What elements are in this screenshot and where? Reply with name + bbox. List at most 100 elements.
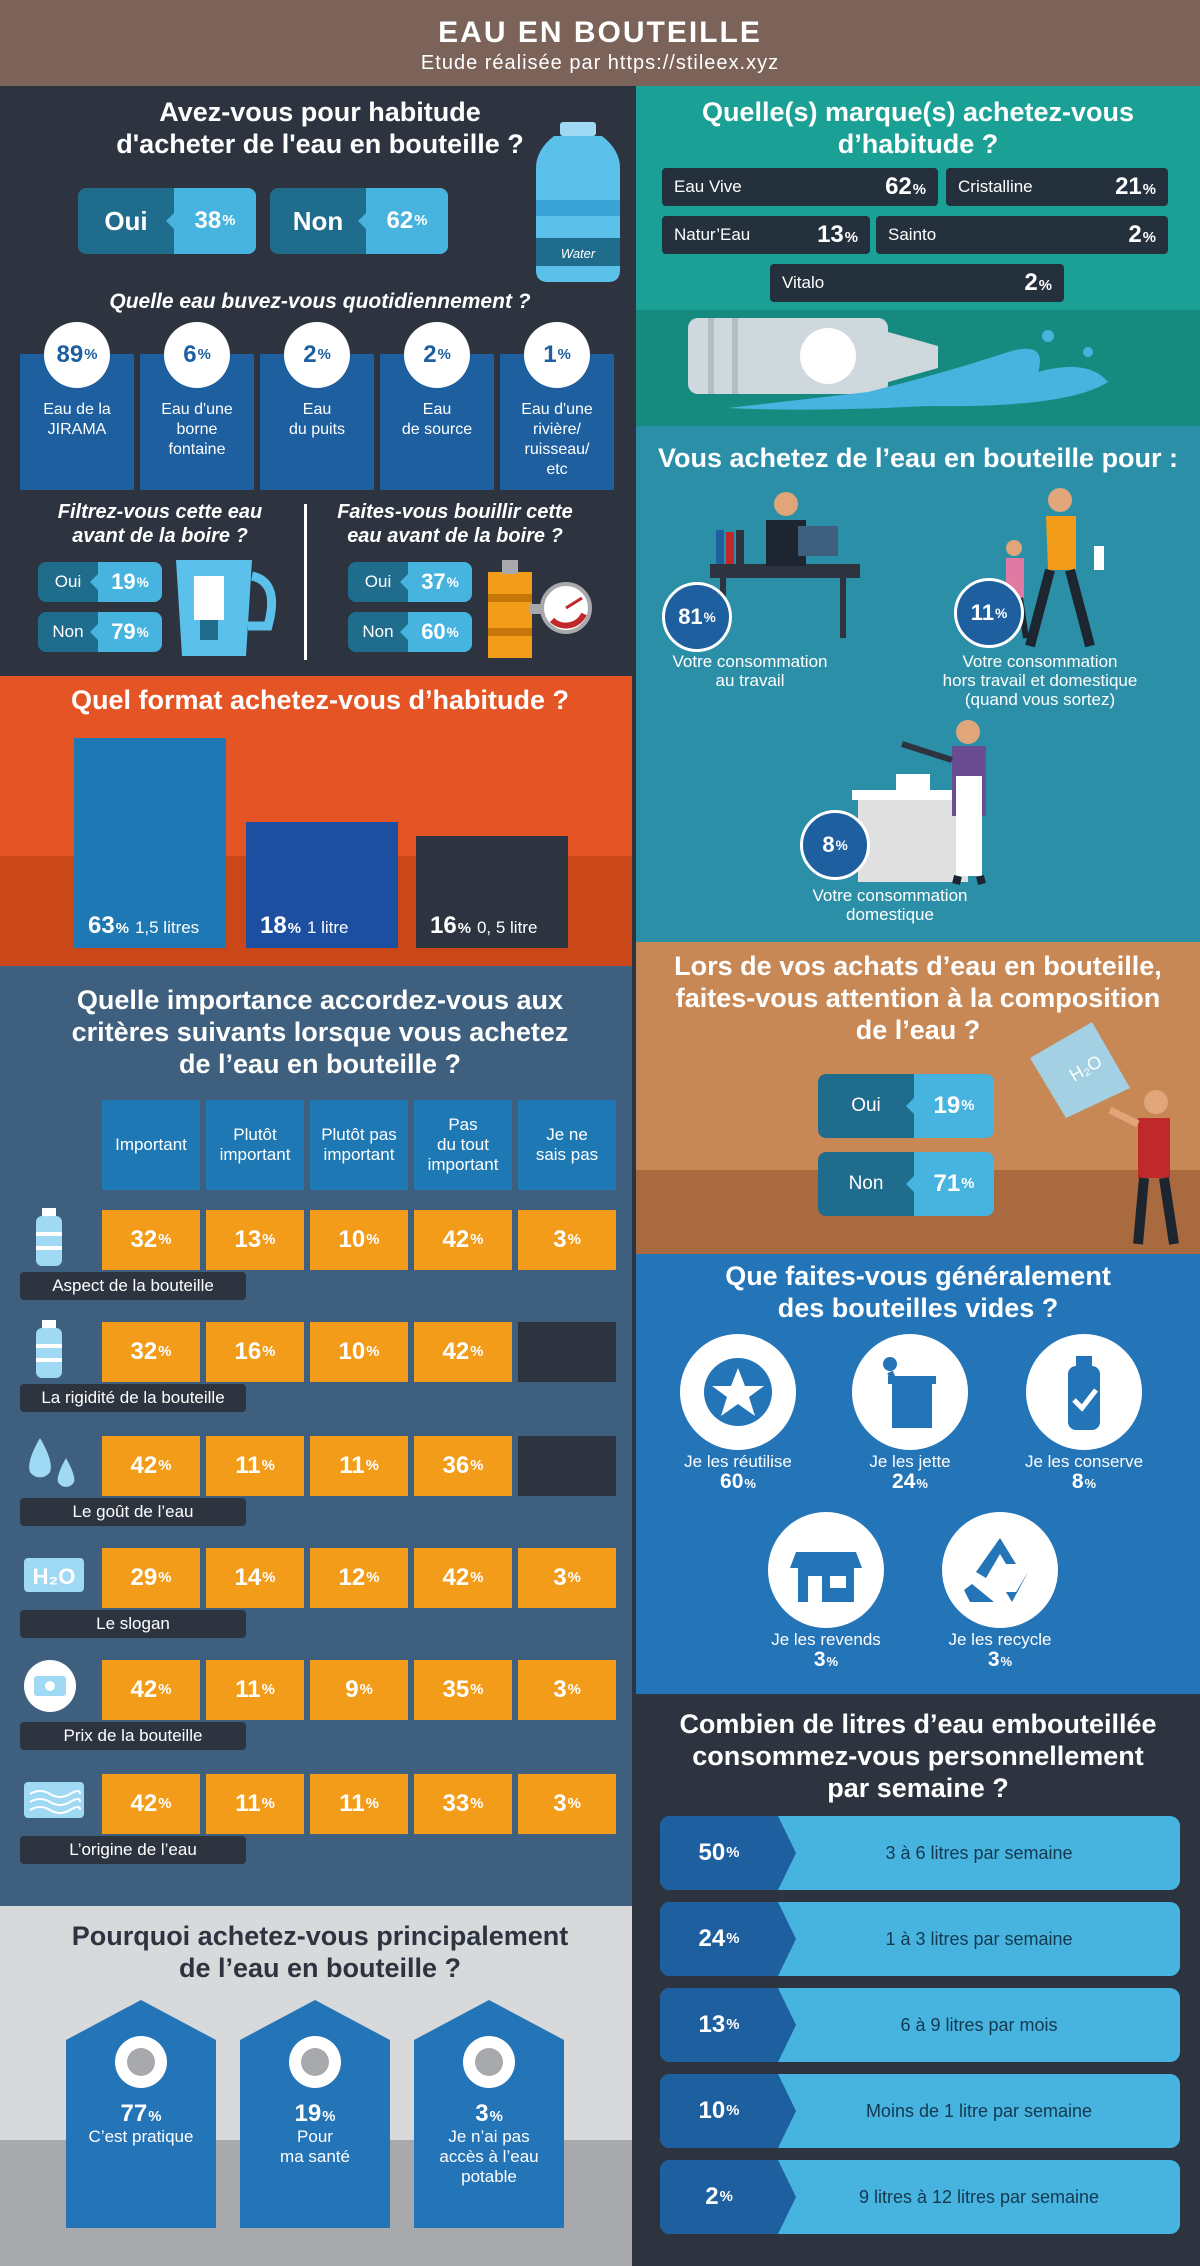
criteria-col-header: Important [102, 1100, 200, 1190]
liters-title: Combien de litres d’eau embouteillée cons… [679, 1709, 1157, 1803]
cook-icon [852, 720, 986, 885]
empty-bottles-section [636, 1254, 1200, 1694]
why-label: 77% C’est pratique [88, 2100, 194, 2147]
reuse-icon [680, 1334, 796, 1450]
brand-item: Eau Vive 62% [662, 168, 938, 206]
criteria-cell: 11% [310, 1436, 408, 1496]
man-drinking-icon: H₂O [1030, 1022, 1179, 1245]
criteria-cell: 42% [414, 1322, 512, 1382]
recycle-icon [942, 1512, 1058, 1628]
criteria-row-label: Aspect de la bouteille [20, 1272, 246, 1300]
trash-icon [852, 1334, 968, 1450]
criteria-cell: 11% [206, 1436, 304, 1496]
liters-row: 24% 1 à 3 litres par semaine [660, 1902, 1180, 1976]
criteria-cell: 9% [310, 1660, 408, 1720]
format-bar-label: 16% 0, 5 litre [430, 912, 538, 939]
daily-title: Quelle eau buvez-vous quotidiennement ? [109, 290, 531, 313]
purpose-title: Vous achetez de l’eau en bouteille pour … [657, 443, 1179, 473]
purpose-pct: 11% [954, 578, 1024, 648]
spilled-bottle-icon [688, 318, 1108, 410]
brand-item: Sainto 2% [876, 216, 1168, 254]
daily-label: Eau d'une rivière/ruisseau/etc [521, 401, 593, 478]
brand-item: Vitalo 2% [770, 264, 1064, 302]
shop-icon [768, 1512, 884, 1628]
why-label: 19% Pour ma santé [280, 2100, 350, 2167]
daily-label: Eau du puits [288, 401, 346, 438]
format-title: Quel format achetez-vous d’habitude ? [70, 685, 570, 715]
liters-label: 3 à 6 litres par semaine [885, 1842, 1073, 1863]
liters-row: 10% Moins de 1 litre par semaine [660, 2074, 1180, 2148]
liters-row: 13% 6 à 9 litres par mois [660, 1988, 1180, 2062]
empty-label: Je les réutilise 60% [684, 1452, 792, 1493]
why-label: 3% Je n’ai pas accès à l’eau potable [439, 2100, 539, 2187]
boil-yes: Oui 37% [348, 562, 472, 602]
composition-yes: Oui 19% [818, 1074, 994, 1138]
brand-item: Cristalline 21% [946, 168, 1168, 206]
why-item: 19% Pour ma santé [240, 2000, 390, 2228]
criteria-cell: 35% [414, 1660, 512, 1720]
criteria-col-header: Plutôt important [206, 1100, 304, 1190]
bottle-icon [22, 1318, 80, 1378]
liters-pct: 10% [660, 2074, 796, 2148]
boil-title: Faites-vous bouillir cette eau avant de l… [337, 501, 573, 547]
boil-no: Non 60% [348, 612, 472, 652]
liters-pct: 24% [660, 1902, 796, 1976]
criteria-cell [518, 1322, 616, 1382]
filter-title: Filtrez-vous cette eau avant de la boire … [57, 501, 263, 547]
criteria-row-label: Prix de la bouteille [20, 1722, 246, 1750]
criteria-title: Quelle importance accordez-vous aux critè… [71, 985, 569, 1079]
criteria-cell: 33% [414, 1774, 512, 1834]
page-subtitle: Etude réalisée par https://stileex.xyz [420, 52, 780, 74]
criteria-cell: 11% [310, 1774, 408, 1834]
empty-label: Je les revends 3% [771, 1630, 881, 1671]
liters-label: 6 à 9 litres par mois [900, 2014, 1058, 2035]
water-jug-icon: Water [536, 122, 620, 282]
liters-row: 2% 9 litres à 12 litres par semaine [660, 2160, 1180, 2234]
daily-pct: 1% [524, 322, 590, 388]
daily-pct: 2% [404, 322, 470, 388]
boiler-gauge-icon [488, 560, 592, 658]
criteria-cell: 11% [206, 1774, 304, 1834]
format-bar [74, 738, 226, 948]
criteria-cell: 32% [102, 1210, 200, 1270]
criteria-cell: 12% [310, 1548, 408, 1608]
criteria-row-label: L’origine de l’eau [20, 1836, 246, 1864]
empty-label: Je les jette 24% [869, 1452, 951, 1493]
liters-pct: 13% [660, 1988, 796, 2062]
why-item: 77% C’est pratique [66, 2000, 216, 2228]
liters-row: 50% 3 à 6 litres par semaine [660, 1816, 1180, 1890]
habit-title: Avez-vous pour habitude d'acheter de l'ea… [116, 97, 524, 159]
criteria-col-header: Je ne sais pas [518, 1100, 616, 1190]
liters-label: 1 à 3 litres par semaine [885, 1928, 1073, 1949]
criteria-cell: 42% [102, 1774, 200, 1834]
brand-item: Natur’Eau 13% [662, 216, 870, 254]
waves-icon [22, 1770, 84, 1828]
criteria-row-label: Le slogan [20, 1610, 246, 1638]
brands-title: Quelle(s) marque(s) achetez-vous d’habitu… [701, 97, 1135, 159]
habit-no: Non 62% [270, 188, 448, 254]
filter-no: Non 79% [38, 612, 162, 652]
svg-text:H₂O: H₂O [33, 1564, 76, 1589]
liters-pct: 2% [660, 2160, 796, 2234]
criteria-cell: 3% [518, 1548, 616, 1608]
purpose-label: Votre consommation hors travail et domest… [942, 652, 1138, 709]
habit-yes: Oui 38% [78, 188, 256, 254]
criteria-cell: 3% [518, 1774, 616, 1834]
criteria-cell: 3% [518, 1660, 616, 1720]
daily-pct: 89% [44, 322, 110, 388]
daily-label: Eau de source [401, 401, 473, 438]
criteria-cell: 32% [102, 1322, 200, 1382]
why-item: 3% Je n’ai pas accès à l’eau potable [414, 2000, 564, 2228]
water-drops-icon [22, 1432, 80, 1490]
daily-label: Eau d'une borne fontaine [161, 401, 233, 458]
liters-label: Moins de 1 litre par semaine [865, 2100, 1093, 2121]
keep-bottle-icon [1026, 1334, 1142, 1450]
format-bar-label: 63% 1,5 litres [88, 912, 200, 939]
empty-label: Je les recycle 3% [948, 1630, 1052, 1671]
criteria-cell: 36% [414, 1436, 512, 1496]
svg-text:Water: Water [561, 246, 596, 261]
criteria-cell: 29% [102, 1548, 200, 1608]
why-title: Pourquoi achetez-vous principalement de l… [71, 1921, 569, 1983]
filter-yes: Oui 19% [38, 562, 162, 602]
purpose-label: Votre consommation au travail [672, 652, 828, 690]
